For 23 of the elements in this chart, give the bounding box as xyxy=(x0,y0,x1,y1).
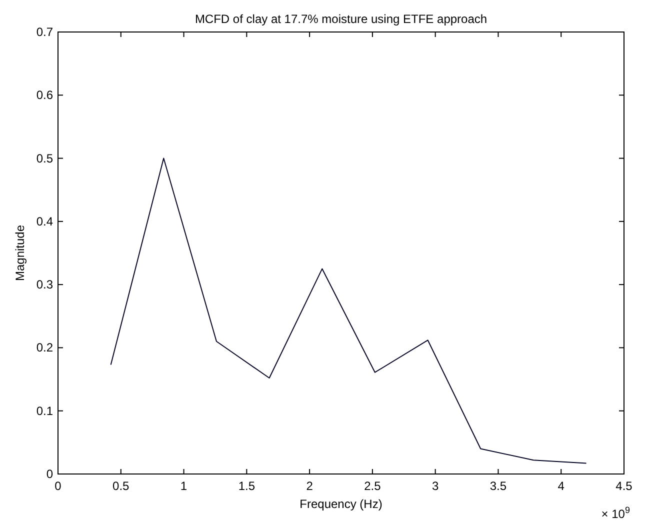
y-tick-label: 0.3 xyxy=(36,278,54,292)
x-tick-label: 3.5 xyxy=(490,479,507,493)
line-series xyxy=(110,158,587,464)
x-tick-label: 1 xyxy=(180,479,188,493)
x-tick-label: 0.5 xyxy=(112,479,130,493)
x-tick-label: 4.5 xyxy=(616,479,633,493)
y-tick-label: 0.2 xyxy=(36,340,54,355)
x-tick-label: 0 xyxy=(54,479,62,493)
y-tick-label: 0.7 xyxy=(36,25,54,39)
x-tick-label: 2.5 xyxy=(364,479,382,493)
x-tick-label: 4 xyxy=(558,479,565,493)
x-tick-label: 3 xyxy=(432,479,439,493)
y-tick-label: 0.6 xyxy=(36,88,54,102)
text: × 10$^{9}$ xyxy=(601,505,630,521)
y-tick-label: 0 xyxy=(46,467,54,481)
x-tick-label: 2 xyxy=(306,479,314,493)
x-axis-title: Frequency (Hz) xyxy=(300,497,382,511)
y-tick-label: 0.1 xyxy=(36,404,54,418)
y-axis-title: Magnitude xyxy=(13,224,27,282)
y-tick-label: 0.4 xyxy=(36,214,54,228)
y-tick-label: 0.5 xyxy=(36,151,54,166)
chart-title: MCFD of clay at 17.7% moisture using ETFE approach xyxy=(194,12,488,26)
x-tick-label: 1.5 xyxy=(238,479,256,493)
